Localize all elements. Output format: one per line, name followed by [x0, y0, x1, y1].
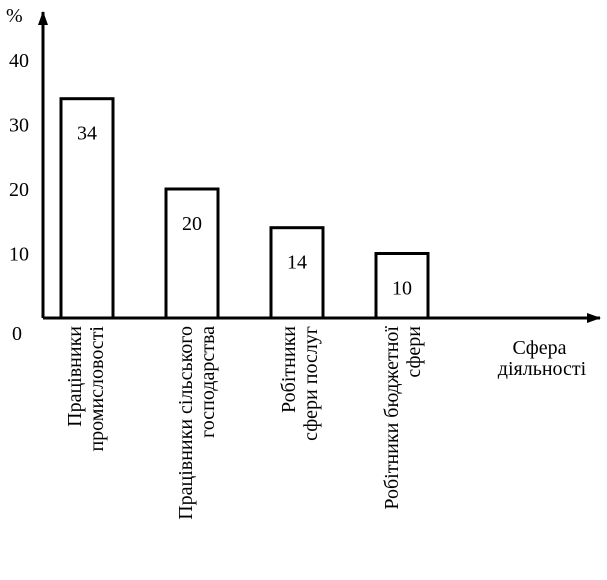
- category-label: Робітникисфери послуг: [278, 326, 322, 441]
- bar-value-label: 14: [287, 252, 307, 274]
- category-labels: Працівникипромисловості Працівники сільсь…: [64, 326, 425, 520]
- category-label: Працівникипромисловості: [64, 326, 108, 452]
- y-tick-label: 40: [9, 50, 29, 72]
- x-axis-label-line: Сфера: [512, 337, 566, 359]
- category-label-line: Працівники: [64, 326, 86, 427]
- bar-value-label: 10: [392, 278, 412, 300]
- x-axis-label: Сфера діяльності: [498, 337, 587, 380]
- bar: [164, 187, 220, 320]
- y-tick-labels: 0 10 20 30 40: [9, 50, 29, 345]
- category-label: Робітники бюджетноїсфери: [381, 326, 425, 510]
- bars: 34 20 14 10: [59, 97, 430, 320]
- bar: [269, 226, 325, 320]
- bar: [374, 252, 430, 320]
- category-label-line: сфери послуг: [300, 326, 322, 441]
- bar-value-label: 20: [182, 213, 202, 235]
- bar: [59, 97, 115, 320]
- category-label: Працівники сільськогогосподарства: [175, 326, 219, 520]
- category-label-line: господарства: [197, 326, 219, 438]
- y-tick-label: 30: [9, 115, 29, 137]
- x-axis-label-line: діяльності: [498, 358, 587, 380]
- category-label-line: сфери: [403, 326, 425, 378]
- category-label-line: промисловості: [86, 326, 108, 452]
- bar-value-label: 34: [77, 123, 97, 145]
- category-label-line: Робітники: [278, 326, 300, 413]
- y-tick-label: 20: [9, 179, 29, 201]
- y-tick-label: 10: [9, 244, 29, 266]
- y-axis-label: %: [6, 5, 23, 27]
- category-label-line: Робітники бюджетної: [381, 326, 403, 510]
- y-tick-label: 0: [12, 323, 22, 345]
- category-label-line: Працівники сільського: [175, 326, 197, 520]
